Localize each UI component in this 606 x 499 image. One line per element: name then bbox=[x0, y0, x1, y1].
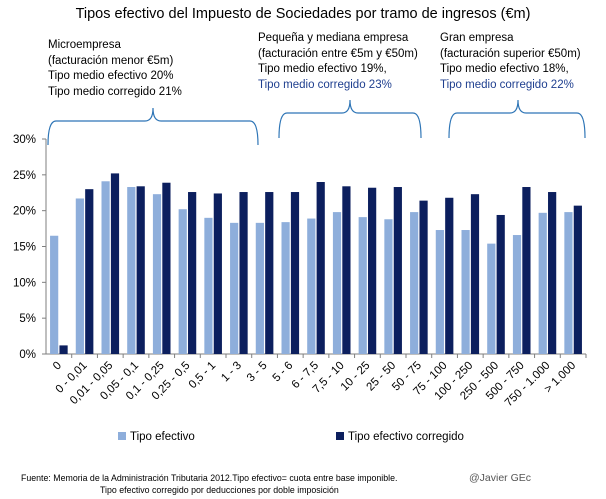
bar-tipo-efectivo-corregido-15 bbox=[445, 197, 454, 354]
bar-tipo-efectivo-corregido-14 bbox=[419, 200, 428, 354]
legend-label-tipo-efectivo-corregido: Tipo efectivo corregido bbox=[348, 431, 464, 443]
y-tick-label: 5% bbox=[19, 313, 36, 325]
annotation-gran: Gran empresa (facturación superior €50m)… bbox=[440, 31, 581, 93]
legend-swatch-tipo-efectivo-corregido bbox=[336, 432, 344, 440]
bar-tipo-efectivo-corregido-11 bbox=[342, 186, 351, 354]
bar-tipo-efectivo-2 bbox=[101, 181, 110, 354]
bar-tipo-efectivo-corregido-7 bbox=[239, 192, 248, 354]
bracket-pyme bbox=[278, 99, 422, 139]
bar-tipo-efectivo-7 bbox=[230, 222, 239, 354]
bar-tipo-efectivo-corregido-18 bbox=[522, 187, 531, 354]
annotation-pyme-line3: Tipo medio efectivo 19%, bbox=[258, 63, 387, 75]
annotation-microempresa: Microempresa (facturación menor €5m) Tip… bbox=[48, 38, 182, 100]
bar-tipo-efectivo-15 bbox=[435, 230, 444, 354]
y-tick-label: 20% bbox=[13, 206, 36, 218]
x-tick-label: 0,5 - 1 bbox=[187, 360, 219, 392]
bar-tipo-efectivo-corregido-2 bbox=[110, 173, 120, 354]
bar-tipo-efectivo-20 bbox=[564, 212, 573, 354]
bar-tipo-efectivo-corregido-13 bbox=[393, 187, 402, 354]
annotation-gran-line4: Tipo medio corregido 22% bbox=[440, 78, 574, 91]
annotation-gran-line1: Gran empresa bbox=[440, 32, 514, 44]
bar-tipo-efectivo-3 bbox=[127, 187, 136, 354]
annotation-micro-line1: Microempresa bbox=[48, 39, 121, 51]
bar-tipo-efectivo-0 bbox=[50, 235, 59, 354]
bar-tipo-efectivo-corregido-3 bbox=[136, 186, 145, 354]
bar-tipo-efectivo-8 bbox=[255, 222, 264, 354]
x-tick-label: 3 - 5 bbox=[245, 360, 270, 385]
annotation-pyme-line1: Pequeña y mediana empresa bbox=[258, 32, 409, 44]
x-tick-label: 0 bbox=[51, 360, 64, 373]
y-tick-label: 15% bbox=[13, 242, 36, 254]
source-note-line2: Tipo efectivo corregido por deducciones … bbox=[100, 485, 339, 495]
annotation-pyme-line4: Tipo medio corregido 23% bbox=[258, 78, 392, 91]
bar-tipo-efectivo-13 bbox=[384, 219, 393, 354]
annotation-gran-line3: Tipo medio efectivo 18%, bbox=[440, 63, 569, 75]
bar-tipo-efectivo-17 bbox=[487, 243, 496, 354]
bar-tipo-efectivo-12 bbox=[358, 217, 367, 354]
legend-swatch-tipo-efectivo bbox=[118, 432, 126, 440]
bracket-microempresa bbox=[47, 107, 259, 146]
bar-tipo-efectivo-corregido-1 bbox=[85, 189, 94, 354]
chart-title: Tipos efectivo del Impuesto de Sociedade… bbox=[75, 6, 531, 22]
x-tick-label: 1 - 3 bbox=[219, 360, 244, 385]
bar-tipo-efectivo-corregido-20 bbox=[573, 205, 582, 354]
author-handle: @Javier GEc bbox=[469, 472, 532, 484]
bar-tipo-efectivo-16 bbox=[461, 230, 470, 354]
bar-tipo-efectivo-corregido-5 bbox=[188, 192, 197, 354]
annotation-gran-line2: (facturación superior €50m) bbox=[440, 47, 581, 60]
bar-tipo-efectivo-corregido-12 bbox=[368, 187, 377, 354]
annotation-micro-line2: (facturación menor €5m) bbox=[48, 54, 174, 67]
bar-tipo-efectivo-corregido-19 bbox=[548, 192, 557, 354]
bar-tipo-efectivo-1 bbox=[75, 198, 84, 354]
annotation-micro-line4: Tipo medio corregido 21% bbox=[48, 85, 182, 98]
source-note: Fuente: Memoria de la Administración Tri… bbox=[21, 473, 398, 483]
bar-tipo-efectivo-14 bbox=[410, 212, 419, 354]
bar-tipo-efectivo-10 bbox=[307, 218, 316, 354]
y-tick-label: 30% bbox=[13, 134, 36, 146]
annotation-micro-line3: Tipo medio efectivo 20% bbox=[48, 70, 174, 82]
annotation-pyme-line2: (facturación entre €5m y €50m) bbox=[258, 47, 418, 60]
bar-tipo-efectivo-corregido-6 bbox=[213, 193, 222, 354]
y-tick-label: 0% bbox=[19, 349, 36, 361]
bar-tipo-efectivo-11 bbox=[332, 212, 342, 354]
bar-tipo-efectivo-corregido-8 bbox=[265, 192, 274, 354]
annotation-pyme: Pequeña y mediana empresa (facturación e… bbox=[258, 31, 418, 93]
bar-tipo-efectivo-6 bbox=[204, 217, 213, 354]
bar-tipo-efectivo-4 bbox=[152, 194, 162, 354]
bar-tipo-efectivo-corregido-17 bbox=[496, 214, 505, 354]
bar-tipo-efectivo-corregido-9 bbox=[290, 192, 300, 354]
bracket-gran bbox=[448, 99, 586, 139]
bar-tipo-efectivo-corregido-10 bbox=[316, 182, 325, 354]
y-tick-label: 10% bbox=[13, 277, 36, 289]
bar-tipo-efectivo-9 bbox=[281, 222, 290, 354]
bar-tipo-efectivo-corregido-0 bbox=[59, 345, 68, 354]
legend-label-tipo-efectivo: Tipo efectivo bbox=[130, 431, 195, 443]
bar-tipo-efectivo-18 bbox=[512, 235, 522, 354]
bar-tipo-efectivo-corregido-16 bbox=[470, 194, 480, 354]
bar-tipo-efectivo-corregido-4 bbox=[162, 182, 171, 354]
bar-tipo-efectivo-19 bbox=[538, 212, 547, 354]
bar-tipo-efectivo-5 bbox=[178, 209, 187, 354]
y-tick-label: 25% bbox=[13, 170, 36, 182]
